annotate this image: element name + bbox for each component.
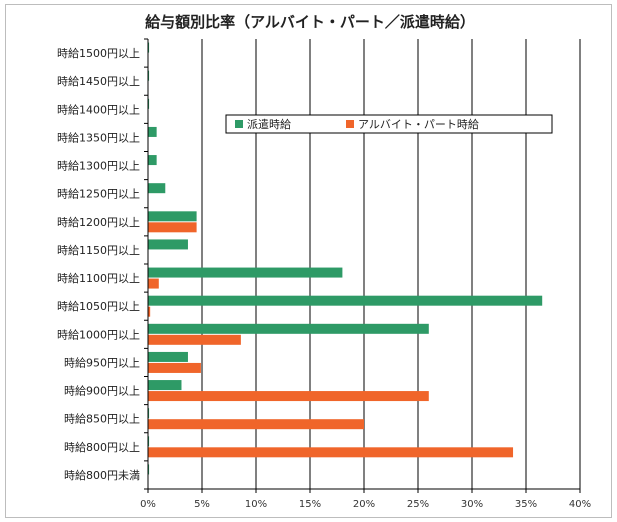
x-tick-label: 35%: [515, 499, 537, 510]
bar-chart: 給与額別比率（アルバイト・パート／派遣時給） 0% 5% 10% 15% 20% 25% 3…: [57, 13, 591, 510]
x-tick-label: 25%: [407, 499, 429, 510]
bar-haken-6: [148, 211, 197, 222]
bar-arubaito-8: [148, 278, 159, 289]
bar-arubaito-12: [148, 391, 429, 402]
bar-haken-1: [148, 70, 150, 81]
category-label: 時給1200円以上: [57, 215, 140, 229]
legend-swatch-arubaito: [346, 120, 354, 128]
legend-swatch-haken: [235, 120, 243, 128]
category-label: 時給1400円以上: [57, 102, 140, 116]
category-label: 時給1000円以上: [57, 327, 140, 341]
bar-arubaito-11: [148, 362, 201, 373]
category-label: 時給900円以上: [64, 384, 140, 398]
chart-frame: 給与額別比率（アルバイト・パート／派遣時給） 0% 5% 10% 15% 20% 25% 3…: [5, 4, 612, 518]
bar-haken-3: [148, 126, 157, 137]
bar-haken-11: [148, 351, 188, 362]
x-axis-ticks: 0% 5% 10% 15% 20% 25% 30% 35% 40%: [140, 499, 591, 510]
category-label: 時給1100円以上: [57, 271, 140, 285]
bar-haken-0: [148, 42, 150, 53]
bar-haken-2: [148, 98, 150, 109]
bar-haken-8: [148, 267, 343, 278]
x-tick-label: 30%: [461, 499, 483, 510]
legend-label-haken: 派遣時給: [247, 117, 291, 131]
category-label: 時給1250円以上: [57, 187, 140, 201]
bar-haken-7: [148, 239, 188, 250]
x-tick-label: 20%: [353, 499, 375, 510]
category-label: 時給1450円以上: [57, 74, 140, 88]
category-label: 時給1050円以上: [57, 299, 140, 313]
category-labels: 時給1500円以上時給1450円以上時給1400円以上時給1350円以上時給13…: [57, 46, 140, 482]
category-label: 時給1300円以上: [57, 159, 140, 173]
bar-arubaito-10: [148, 334, 241, 345]
category-label: 時給800円未満: [64, 468, 140, 482]
legend-box: [225, 114, 553, 134]
bar-haken-15: [148, 464, 150, 475]
bar-arubaito-13: [148, 419, 364, 430]
bar-haken-4: [148, 155, 157, 166]
bar-haken-13: [148, 408, 150, 419]
x-tick-label: 40%: [569, 499, 591, 510]
chart-title: 給与額別比率（アルバイト・パート／派遣時給）: [145, 13, 475, 31]
x-tick-label: 10%: [245, 499, 267, 510]
bar-haken-14: [148, 436, 150, 447]
category-label: 時給1150円以上: [57, 243, 140, 257]
grid-lines: [201, 39, 581, 489]
bar-arubaito-14: [148, 447, 514, 458]
x-tick-label: 5%: [194, 499, 210, 510]
bar-arubaito-9: [148, 306, 151, 317]
category-label: 時給1350円以上: [57, 130, 140, 144]
bar-haken-5: [148, 183, 166, 194]
x-tick-label: 0%: [140, 499, 156, 510]
x-tick-label: 15%: [299, 499, 321, 510]
category-label: 時給800円以上: [64, 440, 140, 454]
bar-haken-12: [148, 380, 182, 391]
bars: [148, 42, 543, 475]
legend: 派遣時給 アルバイト・パート時給: [225, 114, 553, 134]
bar-haken-9: [148, 295, 543, 306]
legend-label-arubaito: アルバイト・パート時給: [358, 117, 479, 131]
category-label: 時給850円以上: [64, 412, 140, 426]
category-label: 時給950円以上: [64, 355, 140, 369]
bar-arubaito-6: [148, 222, 197, 233]
axes: [144, 38, 581, 493]
category-label: 時給1500円以上: [57, 46, 140, 60]
bar-haken-10: [148, 323, 429, 334]
